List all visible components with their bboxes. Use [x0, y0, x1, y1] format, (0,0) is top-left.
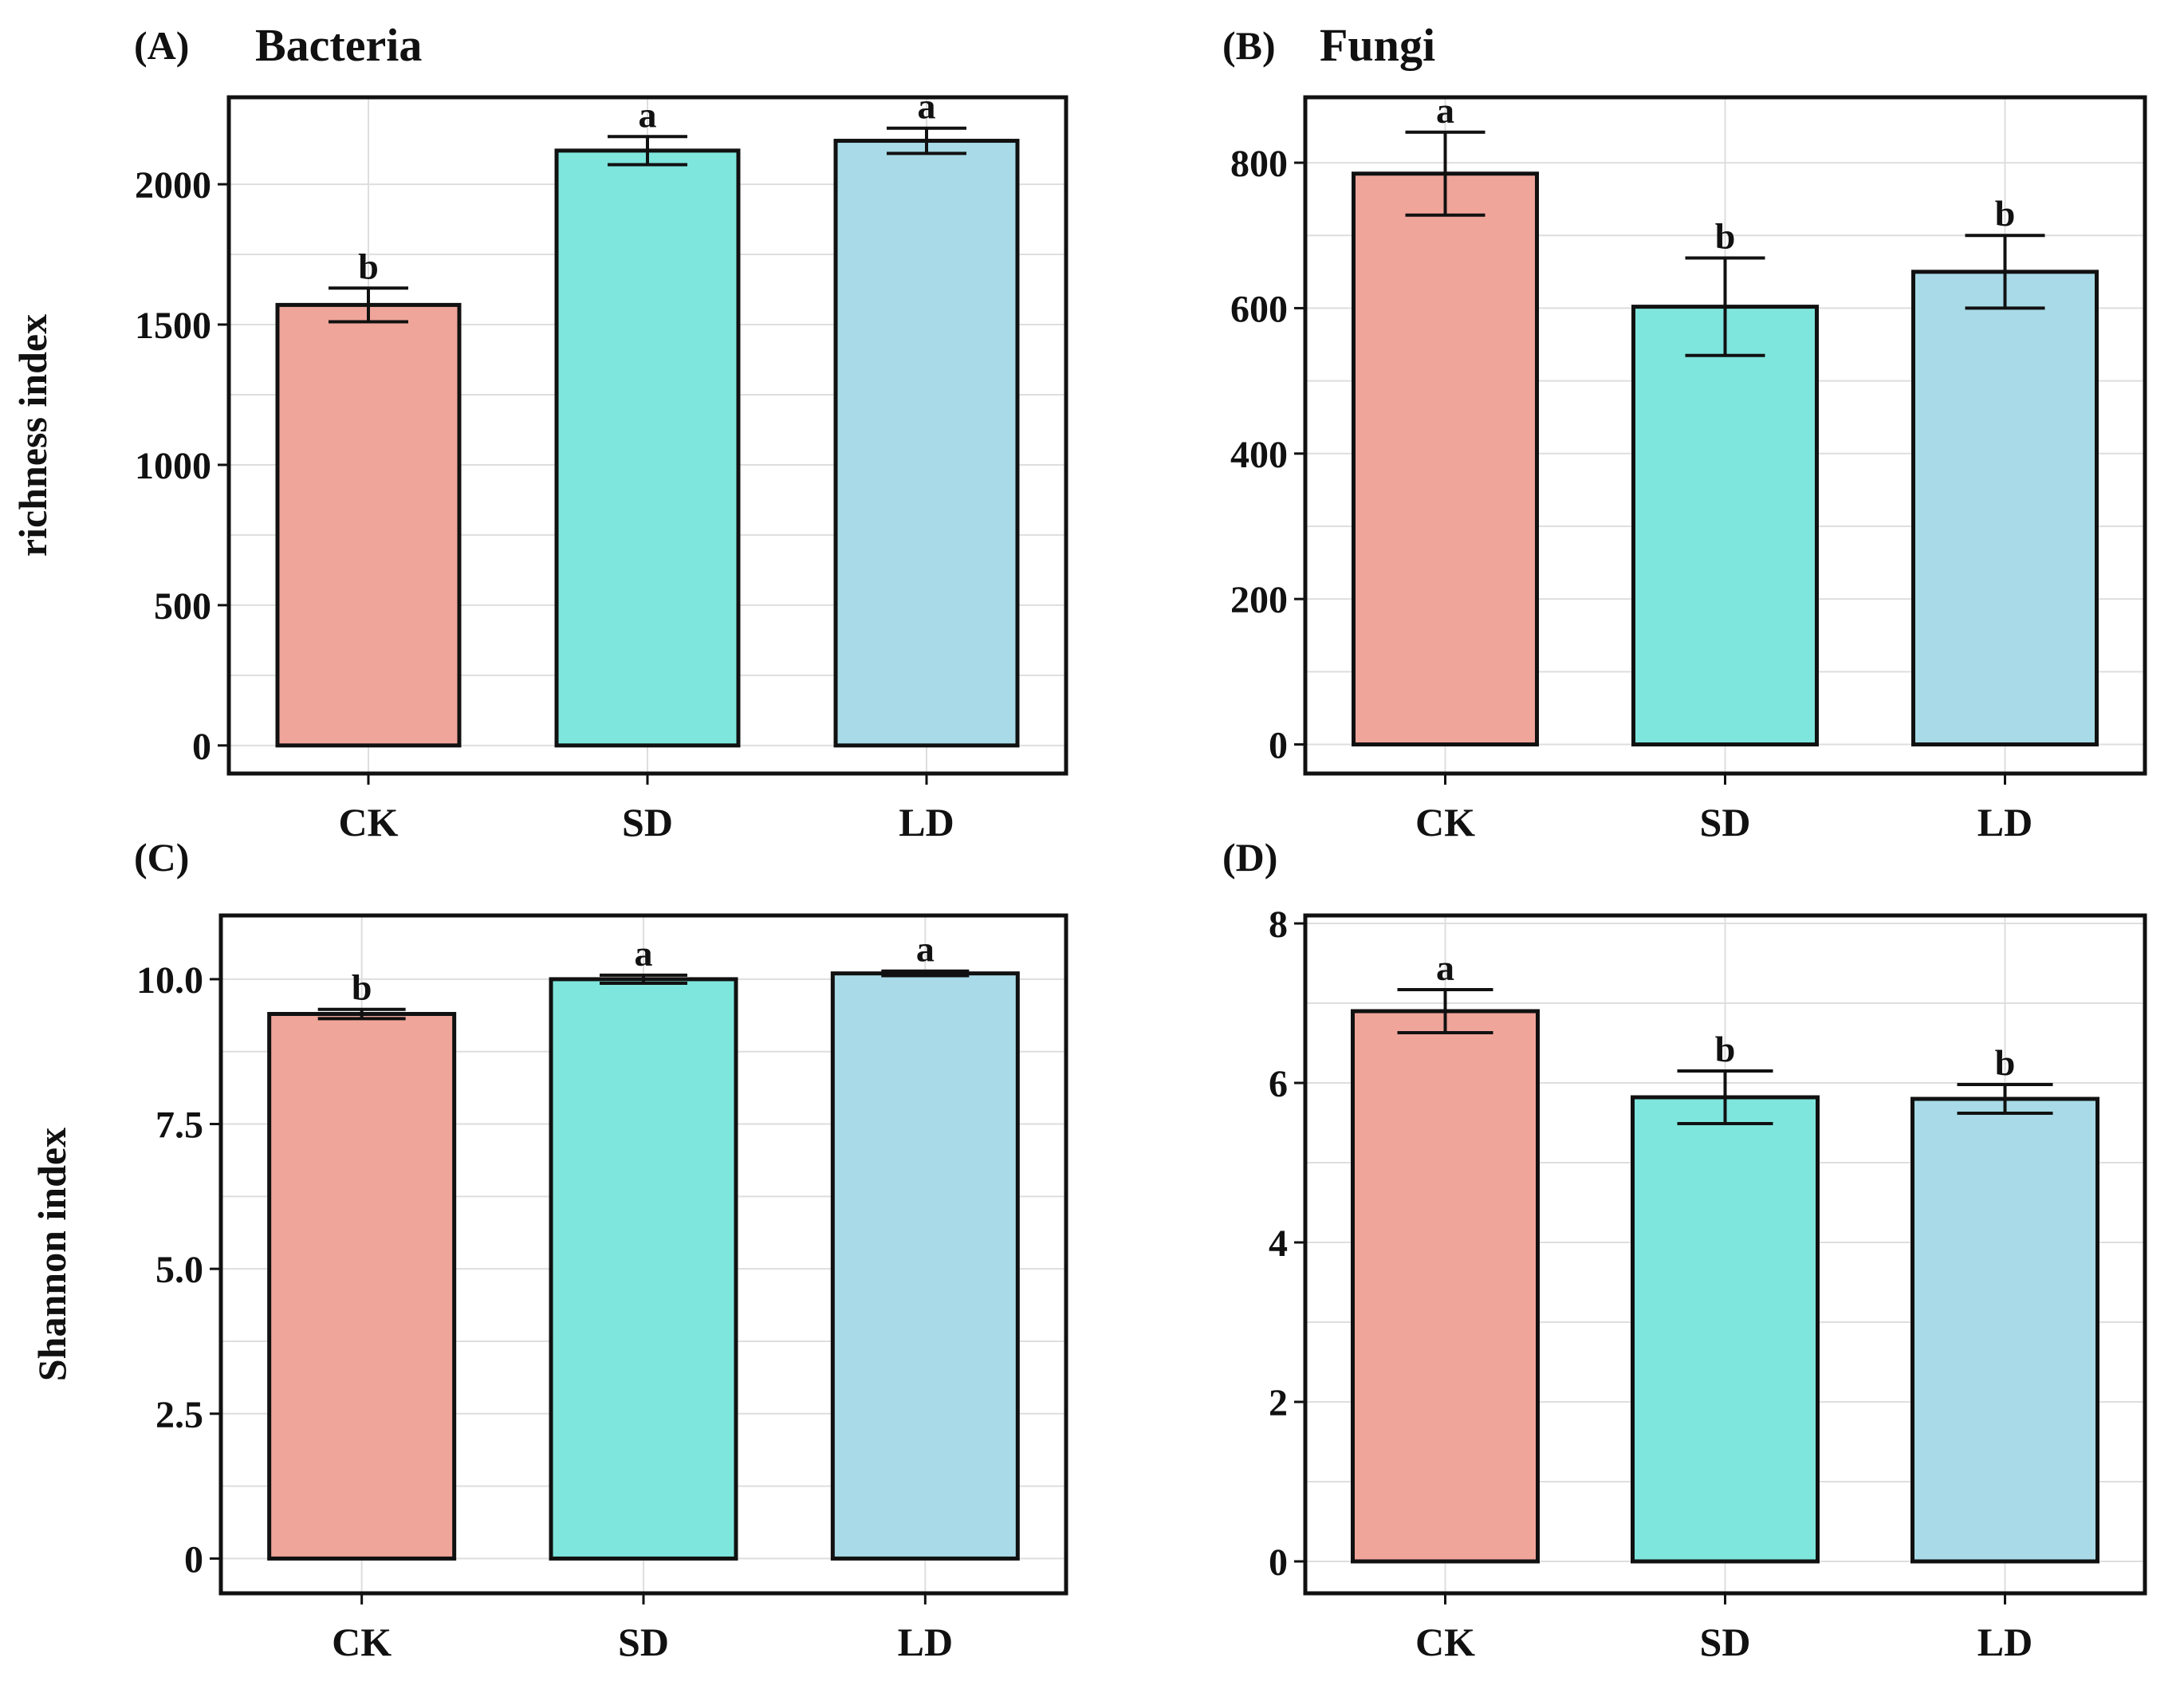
- chart-panel-2: a CK b SD b LD 0 200 400 600 800 (B) Fungi: [1222, 19, 2147, 844]
- y-axis-title: Shannon index: [30, 1128, 74, 1381]
- y-tick-label: 0: [184, 1538, 203, 1581]
- panel-label: (D): [1222, 835, 1277, 880]
- significance-label: a: [1436, 947, 1454, 988]
- y-tick-label: 400: [1230, 434, 1288, 476]
- x-tick-label: CK: [1415, 1620, 1475, 1664]
- y-tick-label: 0: [1269, 1541, 1288, 1584]
- significance-label: a: [635, 933, 653, 974]
- y-axis-title: richness index: [10, 314, 55, 557]
- bar-sd: [1631, 305, 1819, 747]
- bar-ck: [1351, 1009, 1540, 1564]
- y-tick-label: 2: [1269, 1382, 1288, 1424]
- x-tick-label: CK: [339, 800, 399, 844]
- x-tick-label: SD: [1700, 1620, 1751, 1664]
- panel-label: (C): [134, 835, 189, 880]
- y-tick-label: 2000: [135, 164, 211, 207]
- significance-label: b: [1715, 1029, 1736, 1069]
- significance-label: a: [639, 94, 657, 135]
- chart-panel-3: b CK a SD a LD 0 2.5 5.0 7.5 10.0 (C) Shannon index: [30, 835, 1068, 1664]
- y-tick-label: 1500: [135, 305, 211, 347]
- x-tick-label: SD: [1700, 800, 1751, 844]
- y-tick-label: 10.0: [136, 959, 203, 1002]
- plot-frame: [1303, 913, 2147, 1596]
- y-tick-label: 8: [1269, 904, 1288, 946]
- x-tick-label: CK: [332, 1620, 392, 1664]
- plot-frame: [218, 913, 1068, 1596]
- significance-label: b: [352, 967, 372, 1008]
- y-tick-label: 4: [1269, 1222, 1288, 1265]
- plot-frame: [1303, 95, 2147, 776]
- bar-ld: [1911, 270, 2099, 747]
- x-tick-label: CK: [1415, 800, 1475, 844]
- y-tick-label: 2.5: [155, 1394, 203, 1436]
- y-tick-label: 1000: [135, 445, 211, 487]
- bar-sd: [1631, 1095, 1820, 1564]
- y-tick-label: 0: [192, 726, 211, 768]
- x-tick-label: LD: [1977, 800, 2032, 844]
- chart-title: Bacteria: [255, 19, 422, 71]
- x-tick-label: LD: [1977, 1620, 2032, 1664]
- x-tick-label: SD: [622, 800, 673, 844]
- y-tick-label: 800: [1230, 143, 1288, 185]
- bar-ck: [267, 1012, 457, 1561]
- y-tick-label: 0: [1269, 725, 1288, 767]
- y-tick-label: 500: [154, 585, 211, 628]
- bar-ck: [275, 302, 462, 748]
- y-tick-label: 600: [1230, 288, 1288, 330]
- significance-label: b: [1995, 1042, 2016, 1083]
- bar-ld: [830, 971, 1020, 1561]
- y-tick-label: 6: [1269, 1063, 1288, 1105]
- chart-title: Fungi: [1320, 19, 1435, 71]
- panel-label: (A): [134, 23, 189, 68]
- y-tick-label: 5.0: [155, 1249, 203, 1291]
- chart-panel-1: b CK a SD a LD 0 500 1000 1500 2000 (A) Bacteria rich…: [10, 19, 1068, 844]
- bar-sd: [549, 977, 738, 1561]
- y-tick-label: 7.5: [155, 1104, 203, 1147]
- significance-label: b: [1995, 193, 2016, 234]
- panel-label: (B): [1222, 23, 1276, 68]
- x-tick-label: SD: [618, 1620, 669, 1664]
- bar-ck: [1352, 171, 1539, 747]
- significance-label: b: [358, 246, 379, 286]
- x-tick-label: LD: [899, 800, 954, 844]
- significance-label: a: [1436, 90, 1454, 131]
- bar-ld: [833, 139, 1020, 748]
- significance-label: a: [916, 929, 935, 970]
- y-tick-label: 200: [1230, 579, 1288, 621]
- significance-label: a: [918, 86, 936, 127]
- plot-frame: [226, 95, 1068, 776]
- bar-sd: [554, 148, 741, 748]
- significance-label: b: [1715, 216, 1736, 257]
- bar-ld: [1911, 1096, 2099, 1564]
- x-tick-label: LD: [898, 1620, 953, 1664]
- chart-panel-4: a CK b SD b LD 0 2 4 6 8 (D): [1222, 835, 2147, 1664]
